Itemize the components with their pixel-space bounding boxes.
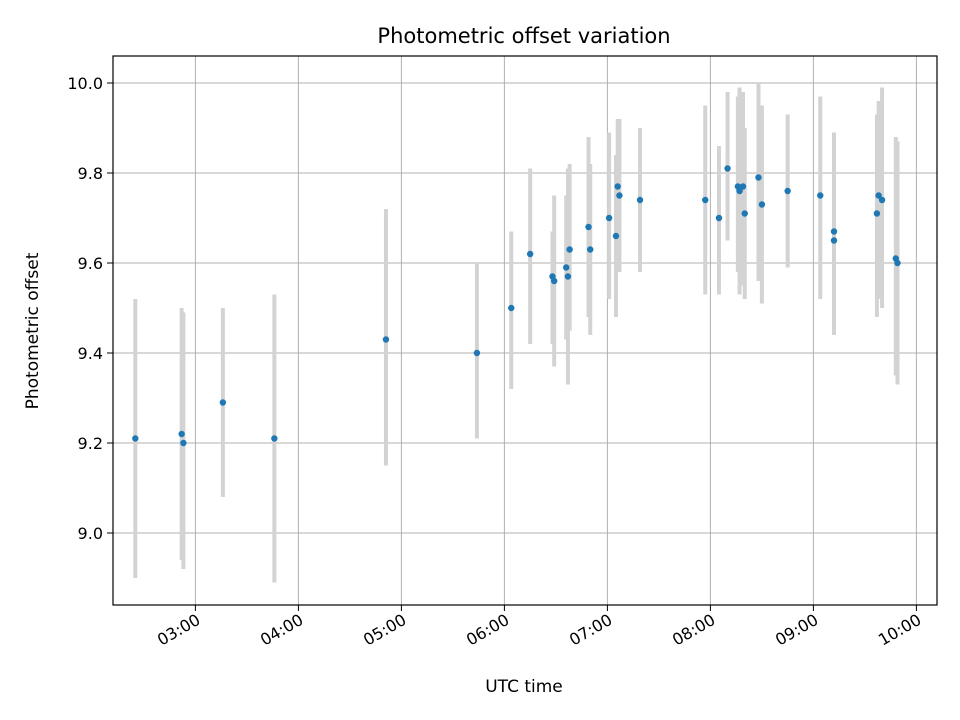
data-point xyxy=(702,196,709,204)
data-points xyxy=(132,165,901,447)
data-point xyxy=(219,399,227,406)
x-axis-title: UTC time xyxy=(485,677,563,697)
data-point xyxy=(180,439,187,447)
data-point xyxy=(508,304,515,312)
y-axis-title: Photometric offset xyxy=(23,252,43,409)
y-tick-label: 9.2 xyxy=(78,434,103,453)
data-point xyxy=(715,214,723,222)
data-point xyxy=(585,223,592,231)
data-point xyxy=(755,174,762,181)
y-tick-label: 9.8 xyxy=(78,164,103,183)
data-point xyxy=(878,196,886,204)
data-point xyxy=(566,246,573,253)
y-tick-label: 10.0 xyxy=(67,74,103,93)
y-tick-label: 9.6 xyxy=(78,254,103,273)
data-point xyxy=(784,187,791,195)
data-point xyxy=(873,210,881,217)
data-point xyxy=(830,237,838,244)
data-point xyxy=(526,250,534,258)
data-point xyxy=(473,349,481,357)
y-tick-label: 9.0 xyxy=(78,524,103,543)
data-point xyxy=(587,246,594,253)
data-point xyxy=(271,435,278,442)
data-point xyxy=(616,192,623,199)
data-point xyxy=(178,430,185,438)
data-point xyxy=(736,187,743,195)
data-point xyxy=(612,232,620,240)
data-point xyxy=(739,183,747,190)
y-tick-label: 9.4 xyxy=(78,344,103,363)
data-point xyxy=(614,183,621,190)
data-point xyxy=(564,273,572,280)
chart-title: Photometric offset variation xyxy=(377,24,670,48)
plot-area-frame xyxy=(112,55,938,606)
grid-lines xyxy=(113,56,937,605)
data-point xyxy=(132,435,139,442)
data-point xyxy=(741,210,748,217)
data-point xyxy=(382,336,390,343)
data-point xyxy=(817,192,824,199)
data-point xyxy=(636,196,644,204)
data-point xyxy=(894,259,901,267)
data-point xyxy=(563,264,570,271)
data-point xyxy=(550,277,558,285)
data-point xyxy=(830,228,838,235)
data-point xyxy=(875,192,882,199)
data-point xyxy=(724,165,731,172)
data-point xyxy=(758,201,766,208)
data-point xyxy=(605,214,613,222)
y-axis-ticks: 9.0 9.2 9.4 9.6 9.8 10.0 xyxy=(67,74,113,543)
